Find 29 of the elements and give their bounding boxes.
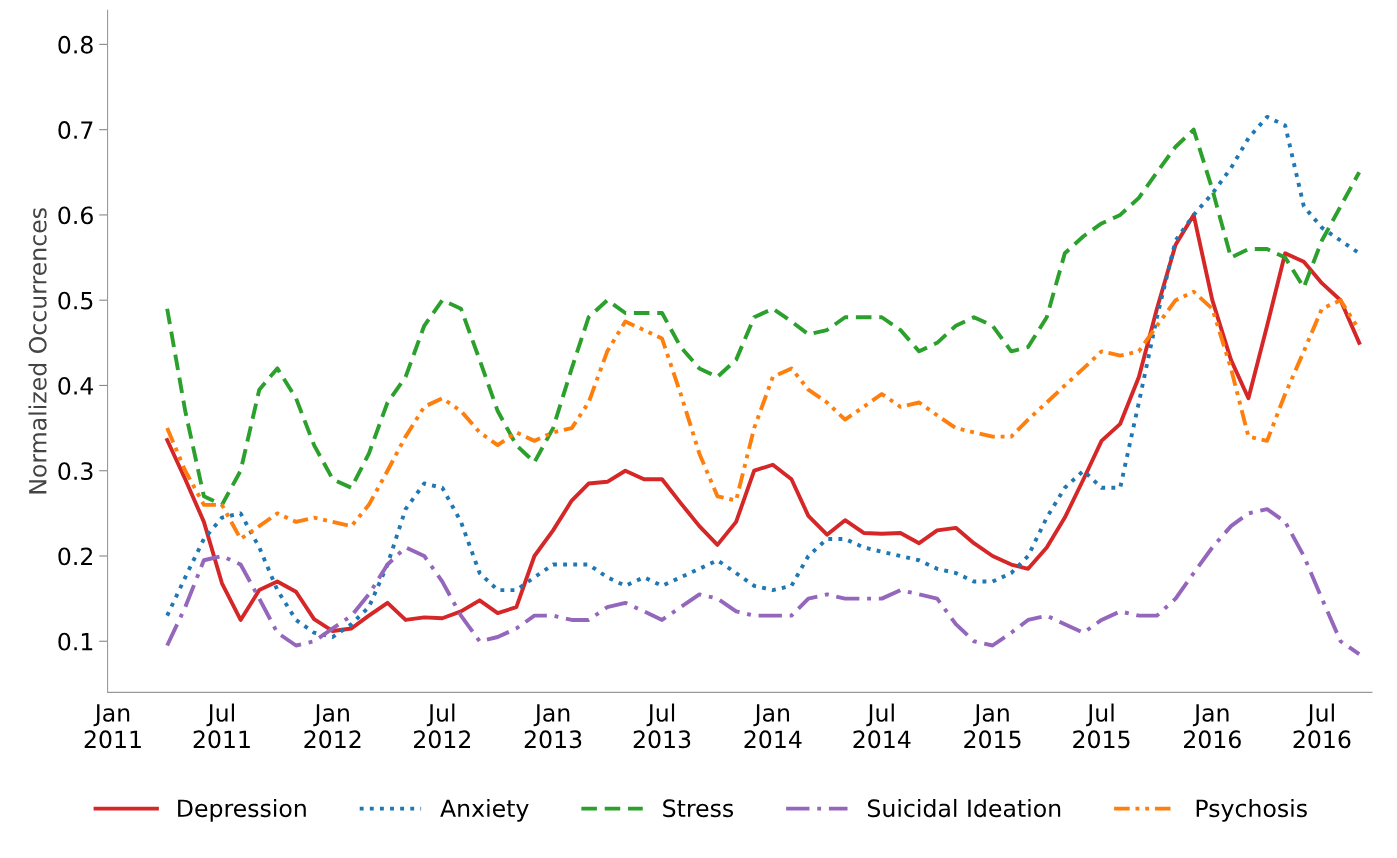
x-tick-label: Jul 2012 — [413, 703, 470, 749]
line-series — [165, 212, 1362, 633]
legend-label: Suicidal Ideation — [867, 798, 1061, 818]
line-series — [165, 127, 1362, 507]
y-tick-label: 0.7 — [58, 121, 93, 139]
y-tick-label: 0.3 — [58, 462, 93, 481]
x-tick-label: Jul 2015 — [1073, 703, 1130, 749]
x-tick-label: Jan 2013 — [524, 704, 582, 749]
line-series — [165, 507, 1362, 656]
x-tick-label: Jan 2016 — [1184, 704, 1241, 749]
y-tick-label: 0.8 — [58, 35, 93, 54]
legend-label: Anxiety — [440, 798, 529, 822]
y-axis-title: Normalized Occurrences — [28, 208, 47, 494]
legend-label: Depression — [178, 798, 306, 822]
legend-label: Psychosis — [1196, 798, 1307, 822]
x-tick-label: Jan 2015 — [964, 704, 1021, 749]
x-tick-label: Jul 2011 — [193, 703, 250, 749]
y-tick-label: 0.6 — [58, 206, 93, 225]
legend-label: Stress — [663, 799, 734, 818]
y-tick-label: 0.5 — [58, 291, 93, 310]
x-tick-label: Jan 2012 — [304, 704, 361, 749]
y-tick-label: 0.1 — [58, 632, 93, 651]
y-tick-label: 0.4 — [58, 376, 94, 395]
x-tick-label: Jul 2014 — [853, 703, 911, 749]
x-tick-label: Jan 2014 — [744, 704, 802, 749]
x-tick-label: Jul 2013 — [633, 703, 691, 749]
y-tick-label: 0.2 — [58, 547, 93, 566]
x-tick-label: Jan 2011 — [84, 704, 141, 749]
x-tick-label: Jul 2016 — [1293, 703, 1351, 749]
